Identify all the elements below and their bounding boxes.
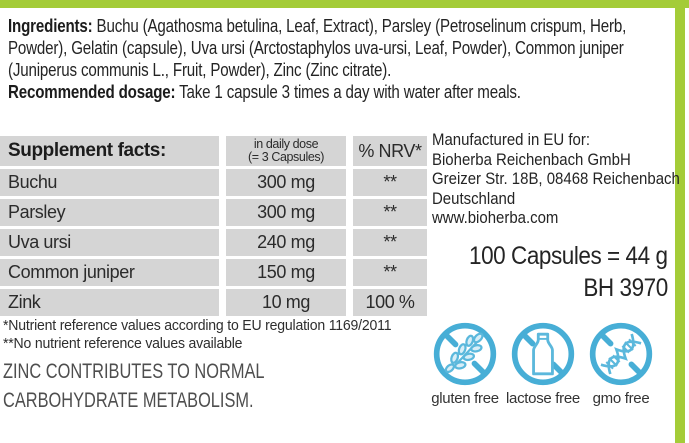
nrv-column-header: % NRV* [353, 136, 427, 166]
supplement-facts-table: Supplement facts: in daily dose (= 3 Cap… [0, 136, 427, 316]
table-row-dose: 150 mg [226, 259, 346, 286]
ingredients-section: Ingredients: Buchu (Agathosma betulina, … [8, 15, 626, 103]
gluten-free-badge: gluten free [428, 320, 502, 407]
footnotes: *Nutrient reference values according to … [3, 318, 392, 353]
manufactured-for-label: Manufactured in EU for: [432, 130, 590, 149]
ingredients-label: Ingredients: [8, 16, 93, 36]
ingredients-text: Buchu (Agathosma betulina, Leaf, Extract… [92, 16, 627, 36]
table-row-nrv: ** [353, 259, 427, 286]
gmo-free-badge: gmo free [584, 320, 658, 407]
wheat-icon [431, 320, 499, 388]
table-row-nrv: 100 % [353, 289, 427, 316]
dosage-line: Recommended dosage: Take 1 capsule 3 tim… [8, 81, 626, 103]
table-row-ingredient: Zink [0, 289, 219, 316]
footnote-no-nrv: **No nutrient reference values available [3, 335, 243, 352]
table-row-nrv: ** [353, 229, 427, 256]
health-claim: ZINC CONTRIBUTES TO NORMAL CARBOHYDRATE … [3, 357, 265, 415]
dose-header-line2: (= 3 Capsules) [247, 150, 325, 164]
table-row-ingredient: Parsley [0, 199, 219, 226]
label-border-right [675, 0, 685, 443]
ingredients-line: Powder), Gelatin (capsule), Uva ursi (Ar… [8, 38, 624, 58]
manufacturer-info: Manufactured in EU for: Bioherba Reichen… [432, 130, 680, 228]
manufacturer-website: www.bioherba.com [432, 208, 559, 227]
table-title: Supplement facts: [0, 136, 219, 166]
dose-column-header: in daily dose (= 3 Capsules) [226, 136, 346, 166]
batch-code: BH 3970 [583, 274, 669, 302]
dna-icon [587, 320, 655, 388]
table-row-nrv: ** [353, 169, 427, 196]
manufacturer-name: Bioherba Reichenbach GmbH [432, 149, 631, 169]
dose-header-line1: in daily dose [253, 137, 319, 151]
badge-label: gluten free [431, 390, 499, 407]
badge-label: gmo free [592, 390, 650, 407]
dosage-label: Recommended dosage: [8, 82, 176, 102]
badge-label: lactose free [506, 390, 580, 407]
claim-line: ZINC CONTRIBUTES TO NORMAL [3, 360, 265, 383]
table-row-ingredient: Uva ursi [0, 229, 219, 256]
lactose-free-badge: lactose free [506, 320, 580, 407]
dosage-text: Take 1 capsule 3 times a day with water … [175, 82, 521, 102]
table-row-dose: 300 mg [226, 199, 346, 226]
manufacturer-country: Deutschland [432, 188, 516, 208]
label-border-top [0, 0, 689, 8]
ingredients-line: (Juniperus communis L., Fruit, Powder), … [8, 60, 392, 80]
table-row-dose: 10 mg [226, 289, 346, 316]
manufacturer-address: Greizer Str. 18B, 08468 Reichenbach [432, 169, 680, 188]
table-row-ingredient: Buchu [0, 169, 219, 196]
ingredients-line: Ingredients: Buchu (Agathosma betulina, … [8, 15, 626, 37]
table-row-nrv: ** [353, 199, 427, 226]
table-row-ingredient: Common juniper [0, 259, 219, 286]
milk-bottle-icon [509, 320, 577, 388]
table-row-dose: 240 mg [226, 229, 346, 256]
table-row-dose: 300 mg [226, 169, 346, 196]
capsule-count: 100 Capsules = 44 g [469, 242, 669, 270]
claim-line: CARBOHYDRATE METABOLISM. [3, 389, 254, 412]
free-from-badges: gluten free lactose free [428, 320, 658, 407]
footnote-nrv: *Nutrient reference values according to … [3, 318, 392, 334]
